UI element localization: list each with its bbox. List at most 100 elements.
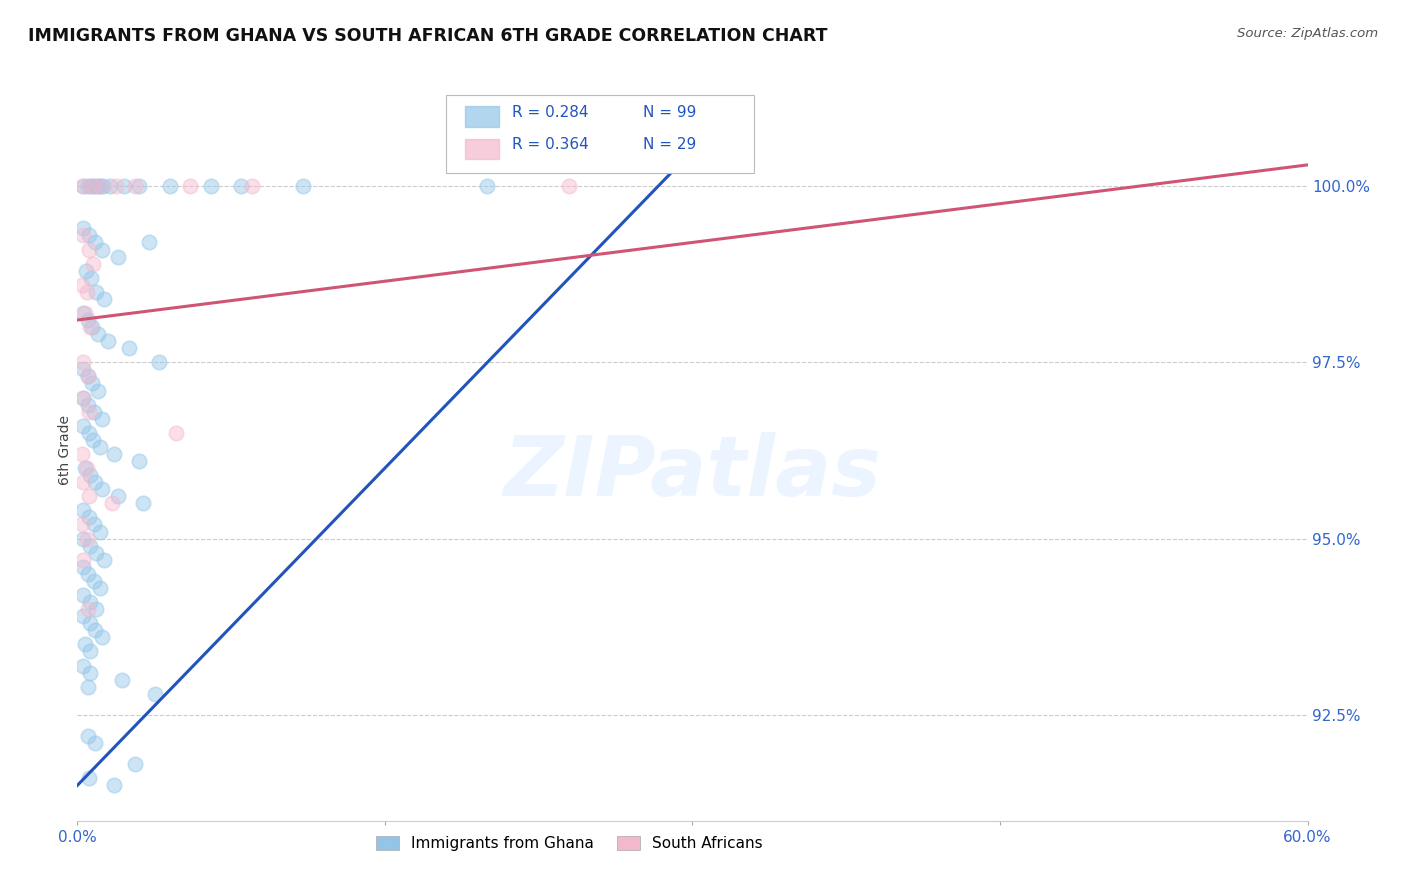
Point xyxy=(89,440,111,454)
Point xyxy=(79,616,101,631)
Point xyxy=(159,179,181,194)
Point xyxy=(84,602,107,616)
Point xyxy=(79,179,101,194)
Point xyxy=(83,475,105,490)
Legend: Immigrants from Ghana, South Africans: Immigrants from Ghana, South Africans xyxy=(370,830,769,857)
Text: N = 99: N = 99 xyxy=(644,104,696,120)
Point xyxy=(83,235,105,250)
Point xyxy=(76,285,98,299)
Point xyxy=(200,179,222,194)
Y-axis label: 6th Grade: 6th Grade xyxy=(58,416,72,485)
Point xyxy=(76,680,98,694)
Point xyxy=(73,306,96,320)
Point xyxy=(79,270,101,285)
Point xyxy=(77,772,100,786)
Point xyxy=(77,489,100,503)
Point xyxy=(73,637,96,651)
Point xyxy=(76,369,98,384)
Point xyxy=(72,355,94,369)
Point xyxy=(89,179,111,194)
Point xyxy=(72,532,94,546)
Point xyxy=(72,609,94,624)
Point xyxy=(90,243,114,257)
Point xyxy=(89,581,111,595)
FancyBboxPatch shape xyxy=(465,139,499,160)
Point xyxy=(77,510,100,524)
Point xyxy=(77,228,100,243)
Text: R = 0.284: R = 0.284 xyxy=(512,104,588,120)
Point xyxy=(72,658,94,673)
Point xyxy=(103,778,125,792)
Point xyxy=(72,277,94,292)
Point xyxy=(231,179,253,194)
Point xyxy=(83,405,105,419)
Text: Source: ZipAtlas.com: Source: ZipAtlas.com xyxy=(1237,27,1378,40)
Point xyxy=(143,687,166,701)
Point xyxy=(72,475,94,490)
Point xyxy=(117,341,139,355)
FancyBboxPatch shape xyxy=(447,95,754,173)
Point xyxy=(107,489,129,503)
Point xyxy=(165,425,187,440)
Point xyxy=(86,179,108,194)
Point xyxy=(72,306,94,320)
Point xyxy=(124,757,146,772)
Point xyxy=(83,624,105,638)
Point xyxy=(89,524,111,539)
Point xyxy=(72,588,94,602)
Point xyxy=(76,313,98,327)
Point xyxy=(75,263,97,277)
Point xyxy=(76,179,98,194)
Point xyxy=(138,235,160,250)
Point xyxy=(76,729,98,743)
Point xyxy=(72,228,94,243)
Point xyxy=(124,179,146,194)
Point xyxy=(77,405,100,419)
Point xyxy=(179,179,201,194)
Point xyxy=(89,179,111,194)
Point xyxy=(128,454,150,468)
Point xyxy=(477,179,499,194)
Point xyxy=(98,179,121,194)
Point xyxy=(72,391,94,405)
Point xyxy=(291,179,314,194)
Point xyxy=(90,411,114,425)
Point xyxy=(84,546,107,560)
Point xyxy=(114,179,136,194)
Point xyxy=(72,391,94,405)
Point xyxy=(132,496,155,510)
Point xyxy=(128,179,150,194)
Point xyxy=(76,398,98,412)
Point xyxy=(558,179,581,194)
Text: R = 0.364: R = 0.364 xyxy=(512,137,588,153)
Point xyxy=(77,425,100,440)
Point xyxy=(72,447,94,461)
Point xyxy=(105,179,128,194)
Point xyxy=(80,376,103,391)
Point xyxy=(72,503,94,517)
Point xyxy=(72,418,94,433)
Point xyxy=(79,595,101,609)
Point xyxy=(103,447,125,461)
Point xyxy=(90,482,114,496)
Point xyxy=(82,433,104,447)
Text: ZIPatlas: ZIPatlas xyxy=(503,432,882,513)
Point xyxy=(91,179,114,194)
FancyBboxPatch shape xyxy=(465,106,499,127)
Point xyxy=(107,250,129,264)
Point xyxy=(84,285,107,299)
Point xyxy=(90,630,114,644)
Point xyxy=(72,559,94,574)
Point xyxy=(76,602,98,616)
Point xyxy=(77,243,100,257)
Point xyxy=(72,221,94,235)
Point xyxy=(87,327,110,342)
Point xyxy=(87,384,110,398)
Point xyxy=(83,736,105,750)
Point xyxy=(83,517,105,532)
Text: N = 29: N = 29 xyxy=(644,137,696,153)
Point xyxy=(76,532,98,546)
Point xyxy=(72,553,94,567)
Point xyxy=(111,673,134,687)
Point xyxy=(93,553,115,567)
